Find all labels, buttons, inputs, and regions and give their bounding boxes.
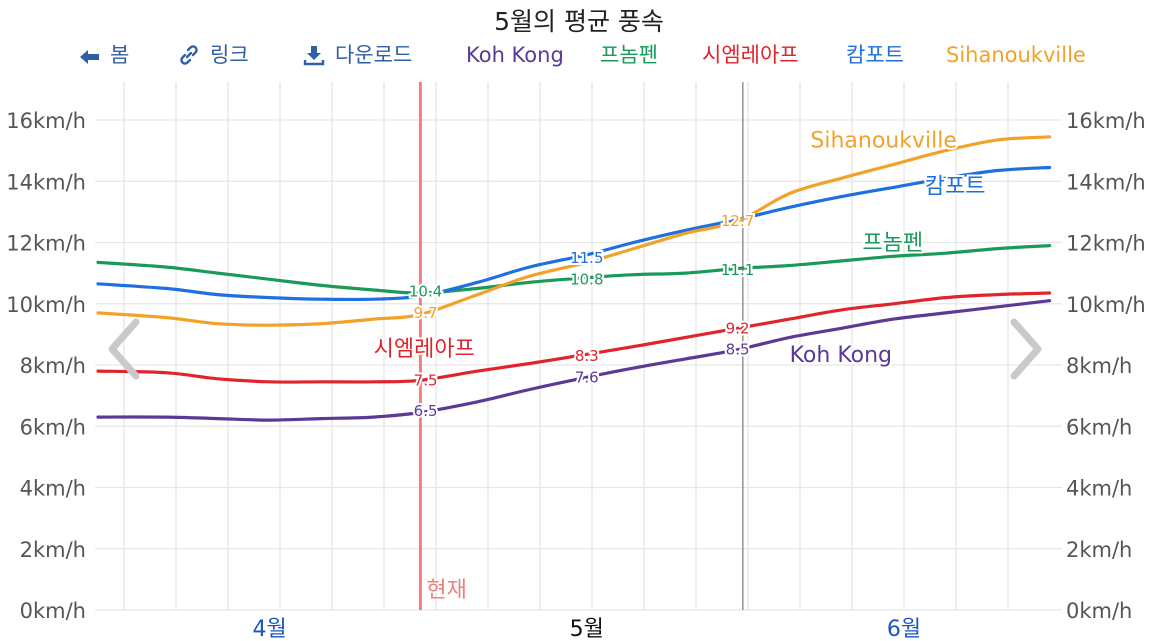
series-name-label-kampot: 캄포트	[925, 175, 986, 200]
legend-item-kampot[interactable]: 캄포트	[846, 43, 904, 67]
x-tick-label: 4월	[252, 617, 286, 641]
back-button[interactable]: 봄	[78, 40, 129, 70]
data-label-kampot: 11.5	[570, 249, 603, 267]
series-line-sihanoukville	[96, 135, 1052, 327]
chart-toolbar: 봄 링크 다운로드 Koh Kong 프놈펜 시엠레아프 캄포트 Sihanou…	[0, 40, 1158, 72]
data-label-siem-reap: 7.5	[414, 371, 438, 389]
download-button[interactable]: 다운로드	[303, 40, 412, 70]
y-tick-label-right: 8km/h	[1066, 354, 1132, 378]
chevron-left-icon	[108, 318, 140, 380]
series-name-label-siem-reap: 시엠레아프	[374, 337, 475, 362]
x-tick-label: 5월	[570, 617, 604, 641]
x-tick-label: 6월	[887, 617, 921, 641]
series-name-label-phnom-penh: 프놈펜	[862, 231, 923, 256]
data-label-phnom-penh: 11.1	[721, 261, 754, 279]
series-line-koh-kong	[96, 299, 1052, 422]
y-tick-label-right: 14km/h	[1066, 170, 1146, 194]
series-line-phnom-penh	[96, 244, 1052, 295]
link-label: 링크	[210, 43, 249, 67]
data-label-siem-reap: 9.2	[726, 319, 750, 337]
y-tick-label-left: 14km/h	[6, 170, 86, 194]
y-tick-label-right: 12km/h	[1066, 232, 1146, 256]
data-label-koh-kong: 7.6	[575, 368, 599, 386]
data-label-kampot: 12.7	[721, 212, 754, 230]
series-name-label-koh-kong: Koh Kong	[790, 343, 892, 368]
y-tick-label-left: 10km/h	[6, 293, 86, 317]
legend-item-phnom-penh[interactable]: 프놈펜	[600, 43, 658, 67]
y-tick-label-right: 0km/h	[1066, 599, 1132, 623]
data-label-sihanoukville: 12.7	[721, 212, 754, 230]
download-icon	[303, 46, 325, 66]
link-icon	[180, 45, 198, 65]
chart-title: 5월의 평균 풍속	[494, 7, 664, 36]
now-marker-label: 현재	[426, 578, 466, 603]
next-month-button[interactable]	[1008, 318, 1044, 380]
data-label-koh-kong: 8.5	[726, 341, 750, 359]
y-tick-label-left: 16km/h	[6, 109, 86, 133]
y-tick-label-left: 0km/h	[20, 599, 86, 623]
y-tick-label-right: 6km/h	[1066, 415, 1132, 439]
arrow-left-icon	[80, 50, 99, 64]
y-tick-label-right: 16km/h	[1066, 109, 1146, 133]
y-tick-label-left: 12km/h	[6, 232, 86, 256]
series-line-siem-reap	[96, 291, 1052, 384]
chevron-right-icon	[1010, 318, 1042, 380]
download-label: 다운로드	[335, 43, 413, 67]
data-label-phnom-penh: 10.4	[409, 283, 442, 301]
prev-month-button[interactable]	[106, 318, 142, 380]
legend-item-koh-kong[interactable]: Koh Kong	[466, 43, 564, 67]
y-tick-label-right: 10km/h	[1066, 293, 1146, 317]
link-button[interactable]: 링크	[178, 40, 249, 70]
y-tick-label-right: 4km/h	[1066, 477, 1132, 501]
back-label: 봄	[110, 43, 130, 67]
legend-item-siem-reap[interactable]: 시엠레아프	[702, 43, 799, 67]
data-label-siem-reap: 8.3	[575, 347, 599, 365]
y-tick-label-left: 6km/h	[20, 415, 86, 439]
y-tick-label-left: 4km/h	[20, 477, 86, 501]
data-label-phnom-penh: 10.8	[570, 270, 603, 288]
y-tick-label-left: 2km/h	[20, 538, 86, 562]
series-name-label-sihanoukville: Sihanoukville	[810, 129, 956, 154]
y-tick-label-left: 8km/h	[20, 354, 86, 378]
series-line-kampot	[96, 165, 1052, 302]
data-label-koh-kong: 6.5	[414, 402, 438, 420]
legend-item-sihanoukville[interactable]: Sihanoukville	[946, 43, 1086, 67]
data-label-sihanoukville: 9.7	[414, 304, 438, 322]
y-tick-label-right: 2km/h	[1066, 538, 1132, 562]
